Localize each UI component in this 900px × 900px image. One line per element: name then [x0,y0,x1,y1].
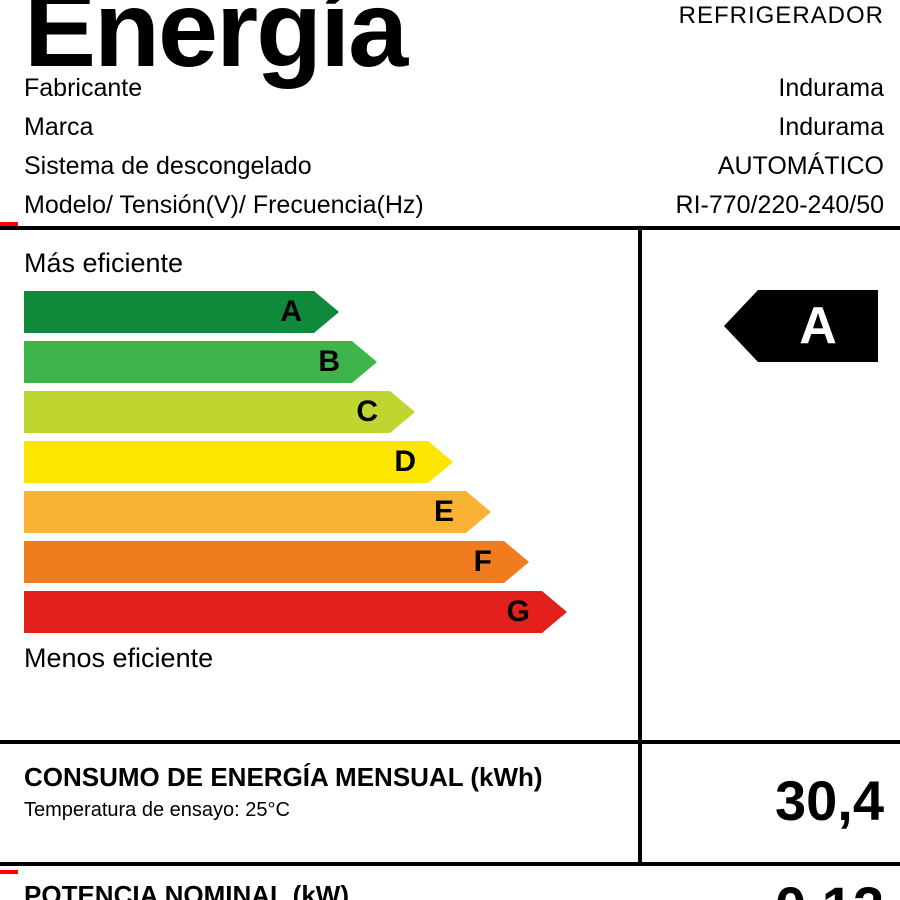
info-value: Indurama [778,74,884,103]
potencia-value: 0,12 [775,874,884,900]
divider-top [0,226,900,230]
efficiency-title-top: Más eficiente [24,248,584,279]
info-value: AUTOMÁTICO [718,152,884,181]
efficiency-band-body: E [24,491,466,533]
efficiency-band-body: A [24,291,314,333]
efficiency-band-arrowhead [542,591,567,633]
efficiency-band-body: D [24,441,428,483]
consumo-title: CONSUMO DE ENERGÍA MENSUAL (kWh) [24,762,884,793]
efficiency-band-g: G [24,591,584,633]
efficiency-band-a: A [24,291,584,333]
efficiency-band-arrowhead [428,441,453,483]
consumo-row: CONSUMO DE ENERGÍA MENSUAL (kWh) Tempera… [24,762,884,822]
efficiency-band-body: G [24,591,542,633]
efficiency-block: Más eficiente ABCDEFG Menos eficiente [24,248,584,674]
consumo-subtitle: Temperatura de ensayo: 25°C [24,799,884,822]
efficiency-band-letter: B [318,345,340,379]
efficiency-band-letter: G [507,595,530,629]
efficiency-band-letter: C [356,395,378,429]
efficiency-band-body: F [24,541,504,583]
efficiency-band-b: B [24,341,584,383]
consumo-value: 30,4 [775,768,884,833]
efficiency-band-d: D [24,441,584,483]
efficiency-band-e: E [24,491,584,533]
potencia-row: POTENCIA NOMINAL (kW) 0,12 [24,880,884,900]
info-label: Marca [24,113,93,142]
info-row: Modelo/ Tensión(V)/ Frecuencia(Hz) RI-770… [24,191,884,220]
efficiency-arrows: ABCDEFG [24,291,584,633]
red-tick [0,222,18,226]
divider-mid [0,740,900,744]
rating-tag-arrowhead [724,290,758,362]
info-label: Modelo/ Tensión(V)/ Frecuencia(Hz) [24,191,424,220]
product-type: REFRIGERADOR [679,2,884,30]
efficiency-band-letter: A [280,295,302,329]
efficiency-band-letter: D [394,445,416,479]
info-label: Sistema de descongelado [24,152,312,181]
efficiency-band-arrowhead [352,341,377,383]
potencia-title: POTENCIA NOMINAL (kW) [24,880,884,900]
info-rows: Fabricante Indurama Marca Indurama Sistema d… [24,74,884,230]
rating-tag: A [724,290,878,362]
efficiency-band-letter: E [434,495,454,529]
efficiency-band-arrowhead [504,541,529,583]
info-value: Indurama [778,113,884,142]
efficiency-band-c: C [24,391,584,433]
energy-label: Energía REFRIGERADOR FabricanteInduramaM… [0,0,900,900]
info-value: RI-770/220-240/50 [676,191,884,220]
rating-letter: A [799,296,837,356]
red-tick [0,870,18,874]
divider-bottom [0,862,900,866]
efficiency-band-body: C [24,391,390,433]
efficiency-band-body: B [24,341,352,383]
efficiency-band-arrowhead [314,291,339,333]
info-row: Sistema de descongelado AUTOMÁTICO [24,152,884,181]
efficiency-title-bottom: Menos eficiente [24,643,584,674]
info-label: Fabricante [24,74,142,103]
efficiency-band-arrowhead [390,391,415,433]
efficiency-band-f: F [24,541,584,583]
efficiency-band-letter: F [474,545,492,579]
info-row: Fabricante Indurama [24,74,884,103]
rating-tag-body: A [758,290,878,362]
info-row: Marca Indurama [24,113,884,142]
efficiency-band-arrowhead [466,491,491,533]
